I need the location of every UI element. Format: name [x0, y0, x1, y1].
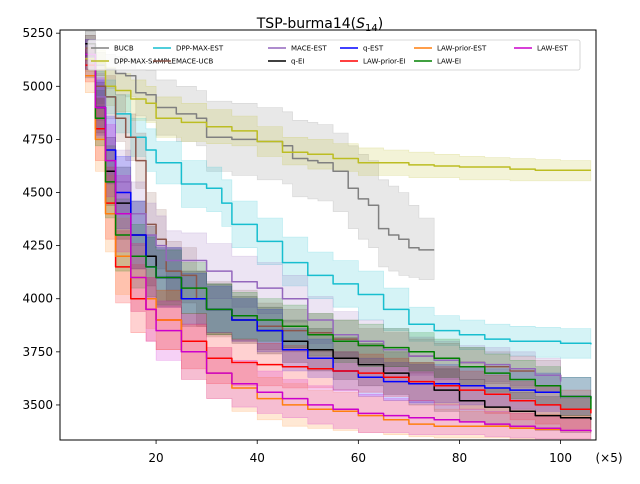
- x-axis-multiplier: (×5): [595, 451, 622, 465]
- band-law-prior-ei: [85, 47, 592, 433]
- legend-label-law-ei: LAW-EI: [437, 58, 461, 66]
- legend-label-q-ei: q-EI: [291, 58, 304, 66]
- x-tick-label: 20: [148, 451, 163, 465]
- legend-label-law-prior-est: LAW-prior-EST: [437, 45, 487, 53]
- chart-title-main: TSP-burma14(: [256, 16, 356, 32]
- band-q-est: [85, 39, 592, 418]
- x-axis-ticks: 20 40 60 80 100: [148, 440, 572, 465]
- legend-label-dpp-max-est: DPP-MAX-EST: [176, 45, 224, 53]
- band-q-ei: [85, 30, 592, 434]
- series-lines: [85, 43, 592, 432]
- legend-label-mace-est: MACE-EST: [291, 45, 327, 53]
- y-tick-label: 3750: [22, 345, 53, 359]
- legend-label-bucb: BUCB: [114, 45, 134, 53]
- y-tick-label: 4000: [22, 292, 53, 306]
- x-tick-label: 60: [351, 451, 366, 465]
- band-dpp-max-sample: [85, 43, 592, 182]
- line-law-prior-ei: [85, 64, 592, 414]
- y-tick-label: 4500: [22, 186, 53, 200]
- legend-label-law-est: LAW-EST: [537, 45, 568, 53]
- legend-label-mace-ucb: MACE-UCB: [176, 58, 214, 66]
- legend-box: [87, 39, 581, 71]
- legend-label-q-est: q-EST: [363, 45, 384, 53]
- legend-label-law-prior-ei: LAW-prior-EI: [363, 58, 406, 66]
- y-tick-label: 4750: [22, 132, 53, 146]
- line-dpp-max-est: [85, 64, 592, 345]
- confidence-bands: [85, 30, 592, 440]
- y-tick-label: 4250: [22, 239, 53, 253]
- y-axis-ticks: 3500 3750 4000 4250 4500 4750 5000 5250: [22, 26, 60, 412]
- band-dpp-max-est: [85, 54, 592, 360]
- line-law-est: [85, 53, 592, 432]
- line-dpp-max-sample: [85, 57, 591, 171]
- chart-title: TSP-burma14(S14): [256, 16, 383, 34]
- y-tick-label: 5000: [22, 79, 53, 93]
- x-tick-label: 100: [549, 451, 572, 465]
- band-bucb: [85, 35, 435, 280]
- chart-title-subscript: 14: [365, 23, 378, 34]
- legend-label-dpp-max-sample: DPP-MAX-SAMPLE: [114, 58, 176, 66]
- plot-frame: [59, 29, 597, 441]
- chart-title-var: S: [356, 16, 365, 32]
- x-tick-label: 40: [250, 451, 265, 465]
- chart-title-close: ): [378, 16, 383, 32]
- y-tick-label: 3500: [22, 398, 53, 412]
- y-tick-label: 5250: [22, 26, 53, 40]
- x-tick-label: 80: [452, 451, 467, 465]
